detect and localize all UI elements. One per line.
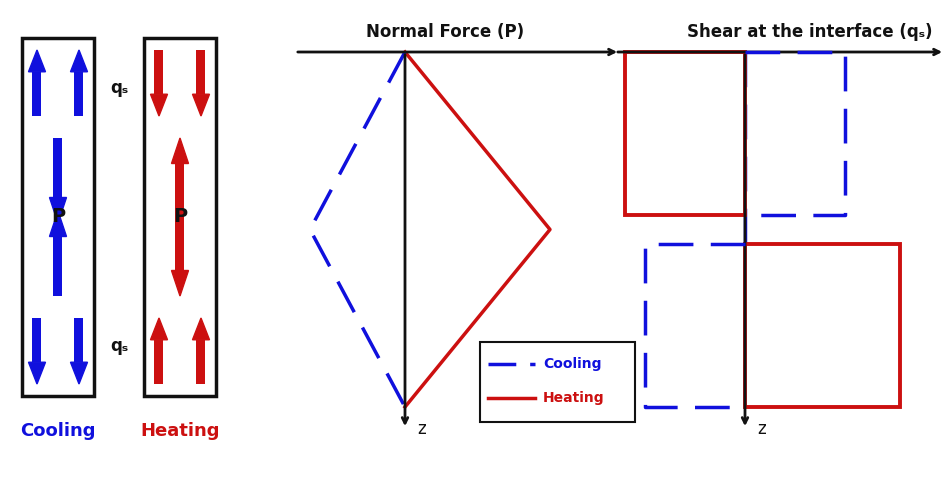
Polygon shape [172,271,189,296]
Polygon shape [151,318,168,340]
Bar [480,342,635,422]
Text: z: z [417,420,426,438]
Polygon shape [70,362,87,384]
Text: Heating: Heating [543,391,605,405]
Bar [22,38,94,396]
Polygon shape [28,50,46,72]
Text: qₛ: qₛ [110,79,128,97]
Polygon shape [49,211,66,237]
Polygon shape [49,197,66,223]
Bar [32,318,42,362]
Bar [144,38,216,396]
Bar [155,50,163,94]
Bar [196,340,206,384]
Polygon shape [172,138,189,164]
Text: Normal Force (P): Normal Force (P) [366,23,524,41]
Bar [53,138,63,197]
Text: qₛ: qₛ [110,337,128,355]
Bar [155,340,163,384]
Bar [75,72,84,116]
Bar [745,244,900,407]
Text: P: P [173,207,187,227]
Text: Shear at the interface (qₛ): Shear at the interface (qₛ) [687,23,933,41]
Polygon shape [70,50,87,72]
Bar [75,318,84,362]
Polygon shape [28,362,46,384]
Bar [196,50,206,94]
Bar [32,72,42,116]
Polygon shape [193,94,210,116]
Bar [625,52,745,216]
Bar [53,237,63,296]
Text: Cooling: Cooling [543,357,602,371]
Text: Heating: Heating [140,422,220,440]
Polygon shape [193,318,210,340]
Text: P: P [51,207,65,227]
Bar [176,164,184,223]
Bar [176,211,184,271]
Text: z: z [757,420,766,438]
Text: Cooling: Cooling [20,422,96,440]
Polygon shape [151,94,168,116]
